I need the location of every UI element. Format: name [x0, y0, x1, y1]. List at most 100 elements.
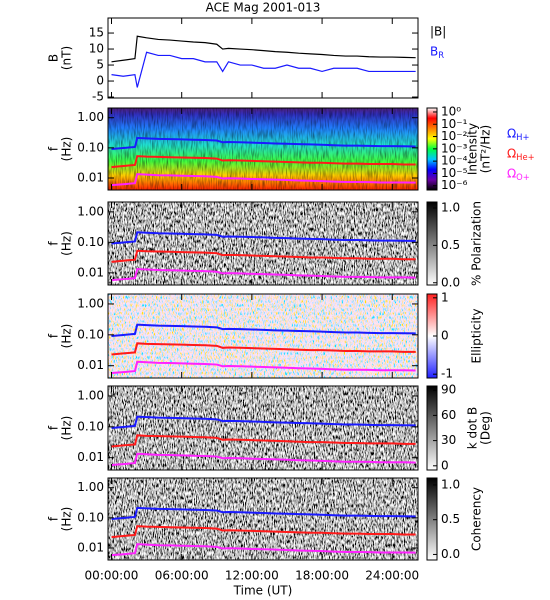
colorbar-tick-label: 10⁻⁶: [441, 178, 468, 192]
y-tick-label: 15: [89, 26, 104, 40]
series-line: [111, 525, 416, 539]
series-line: [111, 173, 416, 187]
colorbar-tick-label: 0.0: [441, 275, 460, 289]
y-tick-label: 0.01: [77, 541, 104, 555]
series-line: [111, 323, 416, 337]
spectrogram-texture: [108, 108, 418, 190]
colorbar-tick-label: 0.5: [441, 238, 460, 252]
x-tick-label: 06:00:00: [155, 569, 209, 583]
colorbar-tick-label: 1.0: [441, 477, 460, 491]
spectrogram-image: [108, 294, 418, 378]
colorbar-label: Intensity: [466, 123, 480, 175]
y-tick-label: 1.00: [77, 296, 104, 310]
y-axis-label: (Hz): [60, 416, 74, 441]
y-axis-label: f: [47, 425, 61, 430]
y-tick-label: 0.01: [77, 171, 104, 185]
y-tick-label: 0: [96, 74, 104, 88]
colorbar-tick-label: 10⁻¹: [441, 117, 468, 131]
colorbar-tick-label: 0: [441, 458, 449, 472]
plot-frame: [107, 477, 419, 561]
chart-title: ACE Mag 2001-013: [206, 1, 321, 15]
spectrogram-image: [108, 386, 418, 470]
series-line: [111, 434, 416, 448]
y-axis-label: f: [47, 146, 61, 151]
y-tick-label: 1.00: [77, 480, 104, 494]
y-tick-label: -5: [92, 90, 104, 104]
y-axis-label: (Hz): [60, 507, 74, 532]
x-axis-label: Time (UT): [233, 584, 293, 598]
colorbar-tick-label: 0: [441, 329, 449, 343]
legend-label: ΩO+: [507, 167, 530, 182]
series-line: [111, 35, 416, 63]
plot-frame: [107, 385, 419, 471]
colorbar-tick-label: 10⁻³: [441, 141, 468, 155]
colorbar-label: Ellipticity: [470, 309, 484, 364]
y-tick-label: 0.10: [77, 235, 104, 249]
series-line: [111, 231, 416, 245]
colorbar: [426, 201, 438, 286]
colorbar-tick-label: 60: [441, 408, 456, 422]
x-tick-label: 24:00:00: [365, 569, 419, 583]
y-tick-label: 1.00: [77, 110, 104, 124]
colorbar-tick-label: 1.0: [441, 200, 460, 214]
colorbar-tick-label: 10⁻⁴: [441, 154, 468, 168]
colorbar-tick-label: 0.5: [441, 512, 460, 526]
y-axis-label: (Hz): [60, 231, 74, 256]
colorbar-tick-label: 10⁻²: [441, 129, 468, 143]
plot-frame: [107, 17, 419, 99]
legend-label: BR: [430, 45, 444, 60]
plot-frame: [107, 201, 419, 286]
y-tick-label: 10: [89, 42, 104, 56]
series-line: [111, 543, 416, 557]
series-line: [111, 415, 416, 429]
colorbar-tick-label: 0.0: [441, 547, 460, 561]
y-axis-label: (Hz): [60, 137, 74, 162]
colorbar-tick-label: -1: [441, 367, 453, 381]
y-axis-label: f: [47, 241, 61, 246]
colorbar-label: (nT²/Hz): [479, 125, 493, 173]
colorbar-label: Coherency: [470, 487, 484, 551]
colorbar-label: (Deg): [479, 411, 493, 445]
spectrogram-image: [108, 478, 418, 560]
x-tick-label: 18:00:00: [295, 569, 349, 583]
x-tick-label: 00:00:00: [85, 569, 139, 583]
y-tick-label: 0.01: [77, 450, 104, 464]
series-line: [111, 249, 416, 263]
x-tick-label: 12:00:00: [225, 569, 279, 583]
series-line: [111, 506, 416, 520]
y-axis-label: (Hz): [60, 324, 74, 349]
y-axis-label: B: [47, 54, 61, 62]
colorbar-tick-label: 1: [441, 290, 449, 304]
plot-frame: [107, 293, 419, 379]
y-tick-label: 5: [96, 58, 104, 72]
y-tick-label: 0.01: [77, 265, 104, 279]
colorbar-tick-label: 10⁰: [441, 104, 461, 118]
colorbar-tick-label: 10⁻⁵: [441, 166, 468, 180]
y-tick-label: 0.10: [77, 510, 104, 524]
y-axis-label: f: [47, 333, 61, 338]
series-line: [111, 155, 416, 169]
y-axis-label: (nT): [60, 46, 74, 70]
spectrogram-image: [108, 202, 418, 285]
series-line: [111, 136, 416, 150]
legend-label: |B|: [430, 25, 446, 39]
y-axis-label: f: [47, 516, 61, 521]
y-tick-label: 0.10: [77, 419, 104, 433]
colorbar-tick-label: 90: [441, 383, 456, 397]
y-tick-label: 0.01: [77, 358, 104, 372]
series-line: [111, 452, 416, 467]
series-line: [111, 342, 416, 356]
series-line: [111, 267, 416, 282]
y-tick-label: 1.00: [77, 388, 104, 402]
series-line: [111, 51, 416, 88]
colorbar-label: k dot B: [466, 407, 480, 449]
colorbar-label: % Polarization: [470, 201, 484, 286]
plot-frame: [107, 107, 419, 191]
colorbar: [426, 477, 438, 561]
colorbar-tick-label: 30: [441, 433, 456, 447]
y-tick-label: 0.10: [77, 327, 104, 341]
legend-label: ΩH+: [507, 127, 530, 142]
y-tick-label: 1.00: [77, 204, 104, 218]
